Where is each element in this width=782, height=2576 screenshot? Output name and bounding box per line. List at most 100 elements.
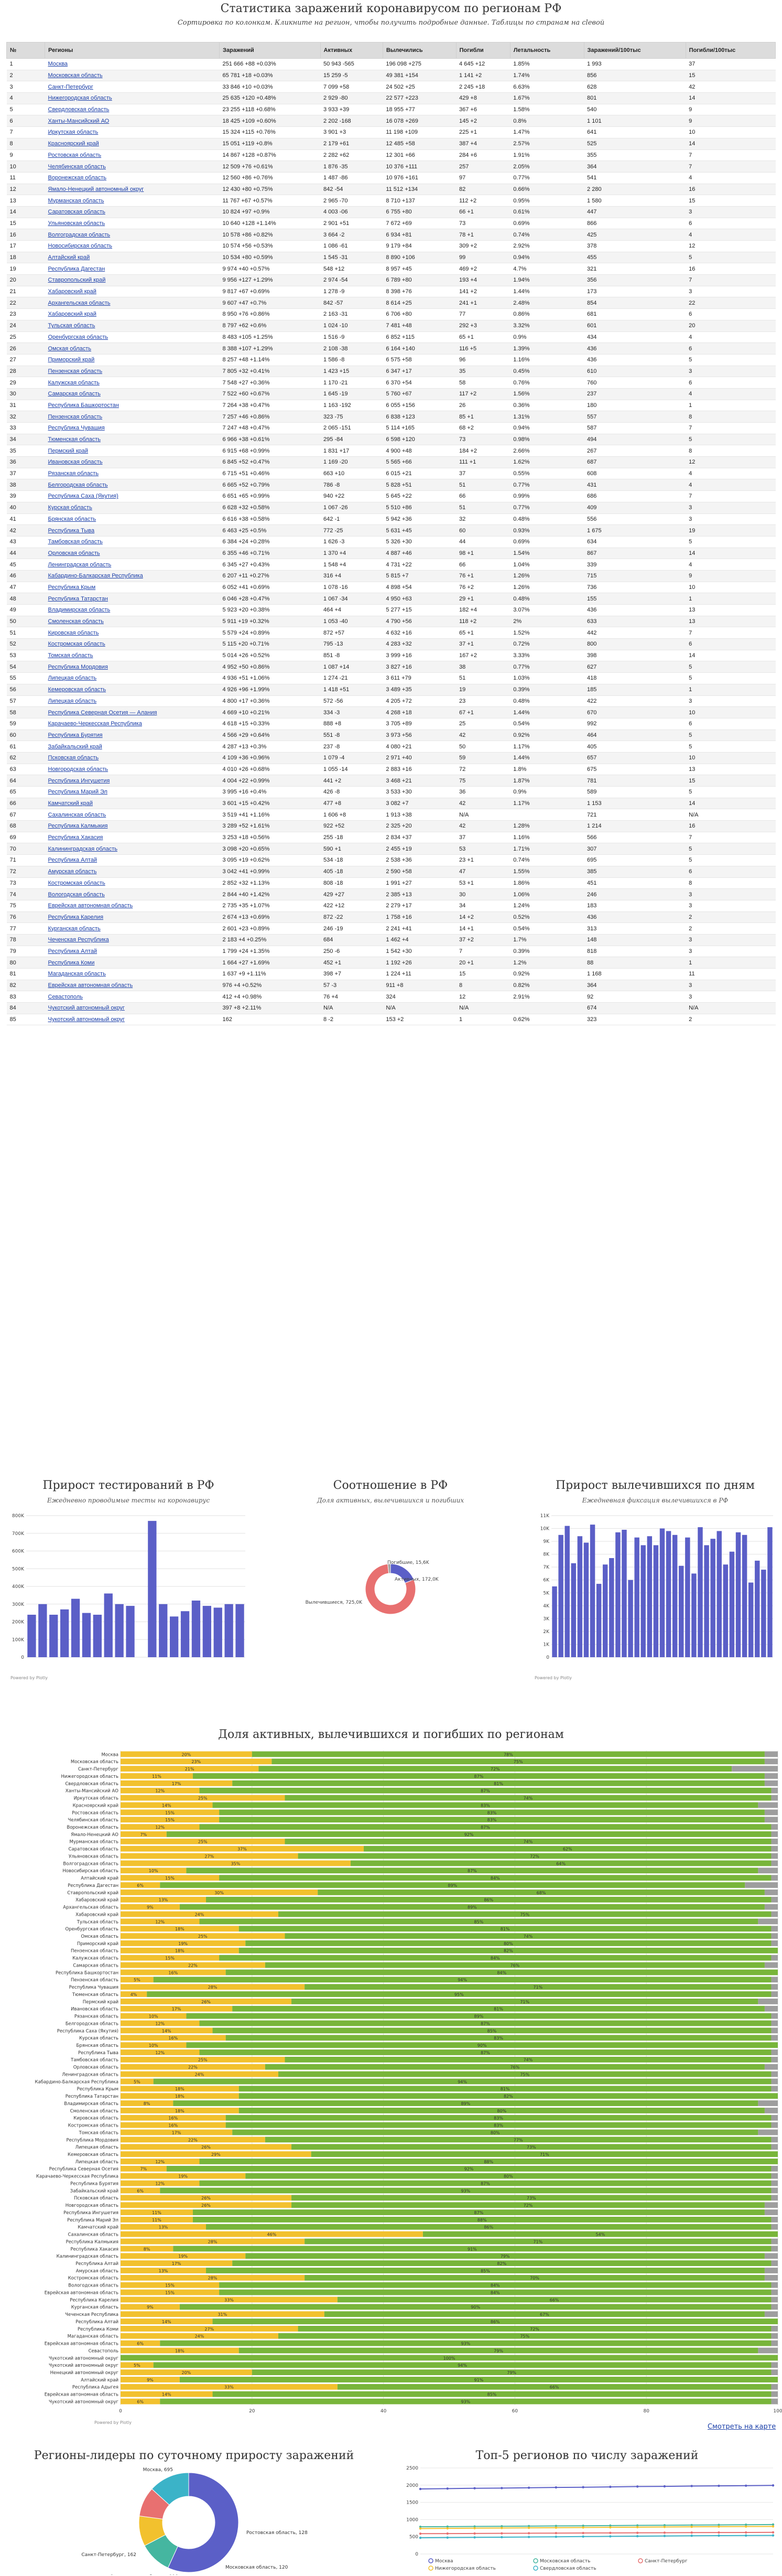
dead-segment[interactable] — [771, 2216, 778, 2223]
recovered-segment[interactable] — [271, 1758, 765, 1765]
region-link[interactable]: Республика Тыва — [48, 527, 95, 534]
region-link[interactable]: Воронежская область — [48, 175, 107, 181]
dead-segment[interactable] — [771, 1984, 778, 1990]
region-link[interactable]: Республика Бурятия — [48, 732, 103, 738]
region-cell[interactable]: Чукотский автономный округ — [45, 1002, 220, 1014]
dead-segment[interactable] — [771, 1831, 778, 1837]
region-cell[interactable]: Курская область — [45, 502, 220, 514]
region-link[interactable]: Ленинградская область — [48, 561, 112, 568]
recovered-segment[interactable] — [232, 2129, 758, 2135]
recovered-bar[interactable] — [628, 1580, 633, 1657]
region-cell[interactable]: Пензенская область — [45, 411, 220, 423]
region-cell[interactable]: Пензенская область — [45, 366, 220, 378]
active-segment[interactable] — [121, 2369, 252, 2376]
region-link[interactable]: Мурманская область — [48, 197, 104, 204]
dead-segment[interactable] — [771, 2180, 778, 2186]
series-point[interactable] — [745, 2534, 747, 2537]
recovered-segment[interactable] — [192, 2216, 772, 2223]
testing-bar[interactable] — [27, 1615, 36, 1657]
region-link[interactable]: Оренбургская область — [48, 334, 108, 340]
region-link[interactable]: Саратовская область — [48, 209, 105, 216]
recovered-segment[interactable] — [219, 1817, 765, 1823]
region-link[interactable]: Тамбовская область — [48, 539, 103, 545]
series-point[interactable] — [527, 2536, 530, 2538]
region-cell[interactable]: Республика Алтай — [45, 854, 220, 866]
region-cell[interactable]: Оренбургская область — [45, 331, 220, 344]
region-link[interactable]: Республика Дагестан — [48, 265, 105, 272]
active-segment[interactable] — [121, 2274, 305, 2281]
region-link[interactable]: Республика Башкортостан — [48, 402, 119, 409]
dead-segment[interactable] — [771, 2144, 778, 2150]
dead-segment[interactable] — [764, 2064, 778, 2070]
region-cell[interactable]: Иркутская область — [45, 126, 220, 138]
recovered-segment[interactable] — [166, 1831, 772, 1837]
column-header[interactable]: Активных — [320, 42, 383, 59]
region-link[interactable]: Забайкальский край — [48, 743, 102, 750]
region-link[interactable]: Костромская область — [48, 641, 105, 648]
series-point[interactable] — [609, 2531, 612, 2535]
recovered-segment[interactable] — [318, 1889, 765, 1895]
recovered-segment[interactable] — [278, 2071, 772, 2077]
recovered-segment[interactable] — [199, 2020, 772, 2026]
recovered-bar[interactable] — [659, 1528, 665, 1657]
region-link[interactable]: Челябинская область — [48, 163, 106, 170]
region-cell[interactable]: Мурманская область — [45, 195, 220, 207]
region-cell[interactable]: Архангельская область — [45, 297, 220, 309]
recovered-segment[interactable] — [258, 1766, 732, 1772]
active-segment[interactable] — [121, 1933, 285, 1939]
series-point[interactable] — [446, 2532, 449, 2535]
recovered-segment[interactable] — [291, 2144, 772, 2150]
active-segment[interactable] — [121, 2093, 239, 2099]
series-point[interactable] — [582, 2525, 584, 2527]
column-header[interactable]: Вылечились — [382, 42, 457, 59]
recovered-segment[interactable] — [225, 2122, 772, 2128]
recovered-segment[interactable] — [363, 1845, 772, 1852]
region-cell[interactable]: Омская область — [45, 342, 220, 355]
active-segment[interactable] — [121, 2013, 187, 2019]
recovered-segment[interactable] — [212, 1802, 758, 1808]
active-segment[interactable] — [121, 2151, 311, 2158]
recovered-segment[interactable] — [238, 2347, 758, 2354]
region-link[interactable]: Орловская область — [48, 550, 100, 556]
recovered-bar[interactable] — [647, 1536, 653, 1657]
testing-bar[interactable] — [213, 1607, 222, 1658]
recovered-segment[interactable] — [291, 2202, 765, 2208]
recovered-segment[interactable] — [337, 2384, 772, 2390]
dead-segment[interactable] — [771, 2115, 778, 2121]
region-link[interactable]: Санкт-Петербург — [48, 83, 93, 90]
recovered-segment[interactable] — [232, 1780, 765, 1786]
recovered-bar[interactable] — [755, 1560, 760, 1657]
dead-segment[interactable] — [771, 2260, 778, 2267]
testing-bar[interactable] — [82, 1613, 91, 1657]
region-cell[interactable]: Калининградская область — [45, 843, 220, 855]
active-segment[interactable] — [121, 2391, 213, 2397]
region-cell[interactable]: Красноярский край — [45, 138, 220, 150]
region-link[interactable]: Калужская область — [48, 379, 100, 386]
active-segment[interactable] — [121, 1795, 285, 1801]
region-link[interactable]: Пензенская область — [48, 368, 103, 374]
dead-segment[interactable] — [771, 2020, 778, 2026]
recovered-segment[interactable] — [206, 1896, 772, 1903]
recovered-segment[interactable] — [252, 1751, 765, 1757]
dead-segment[interactable] — [771, 2304, 778, 2310]
recovered-segment[interactable] — [337, 2296, 772, 2303]
recovered-segment[interactable] — [305, 2238, 772, 2245]
dead-segment[interactable] — [771, 1787, 778, 1794]
region-link[interactable]: Республика Ингушетия — [48, 777, 110, 784]
active-segment[interactable] — [121, 2078, 154, 2085]
dead-segment[interactable] — [771, 2173, 778, 2179]
column-header[interactable]: Погибли/100тыс — [685, 42, 776, 59]
recovered-bar[interactable] — [735, 1532, 741, 1657]
region-link[interactable]: Ростовская область — [48, 152, 102, 158]
region-link[interactable]: Республика Карелия — [48, 914, 104, 920]
region-cell[interactable]: Республика Татарстан — [45, 593, 220, 605]
recovered-segment[interactable] — [311, 2151, 778, 2158]
recovered-bar[interactable] — [640, 1545, 646, 1657]
dead-segment[interactable] — [764, 2274, 778, 2281]
active-segment[interactable] — [121, 1955, 220, 1961]
recovered-segment[interactable] — [219, 1955, 772, 1961]
recovered-segment[interactable] — [160, 2340, 772, 2346]
dead-segment[interactable] — [764, 1809, 778, 1816]
